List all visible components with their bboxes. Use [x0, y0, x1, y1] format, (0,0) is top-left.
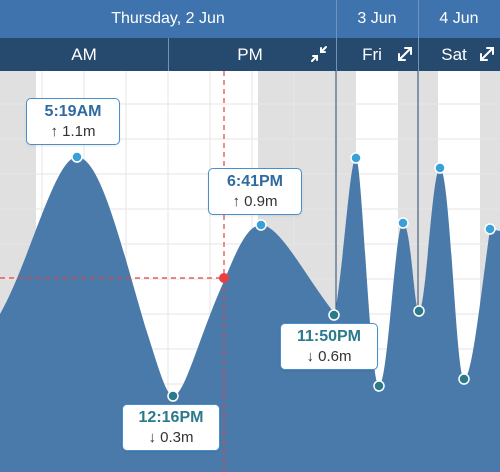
- period-separator: [168, 38, 169, 71]
- day-label-jun3[interactable]: 3 Jun: [357, 10, 397, 27]
- am-label: AM: [71, 45, 97, 64]
- tide-time: 5:19AM: [44, 103, 102, 120]
- tide-extrema-points: [71, 151, 496, 402]
- fri-label[interactable]: Fri: [362, 45, 382, 64]
- expand-arrows-icon[interactable]: [395, 44, 415, 64]
- day-separator: [336, 0, 337, 71]
- day-title: Thursday, 2 Jun: [111, 10, 225, 27]
- cursor-point[interactable]: [219, 273, 229, 283]
- tide-curve: [0, 157, 500, 472]
- tide-callout-high[interactable]: 5:19AM ↑ 1.1m: [26, 98, 120, 145]
- arrow-up-icon: ↑: [50, 123, 58, 140]
- collapse-arrows-icon[interactable]: [309, 44, 329, 64]
- arrow-up-icon: ↑: [232, 193, 240, 210]
- tide-height: 0.6m: [318, 348, 352, 365]
- arrow-down-icon: ↓: [148, 429, 156, 446]
- day-separator: [418, 0, 419, 71]
- tide-time: 12:16PM: [138, 409, 204, 426]
- tide-height: 1.1m: [62, 123, 96, 140]
- tide-time: 11:50PM: [296, 328, 362, 345]
- tide-height: 0.9m: [244, 193, 278, 210]
- date-header-bar: [0, 0, 500, 38]
- arrow-down-icon: ↓: [306, 348, 314, 365]
- period-header-bar: [0, 38, 500, 71]
- sat-label[interactable]: Sat: [441, 45, 467, 64]
- tide-height: 0.3m: [160, 429, 194, 446]
- expand-arrows-icon[interactable]: [477, 44, 497, 64]
- pm-label: PM: [237, 45, 263, 64]
- tide-callout-high[interactable]: 6:41PM ↑ 0.9m: [208, 168, 302, 215]
- tide-callout-low[interactable]: 12:16PM ↓ 0.3m: [122, 404, 220, 451]
- day-label-jun4[interactable]: 4 Jun: [439, 10, 479, 27]
- tide-time: 6:41PM: [226, 173, 284, 190]
- tide-callout-low[interactable]: 11:50PM ↓ 0.6m: [280, 323, 378, 370]
